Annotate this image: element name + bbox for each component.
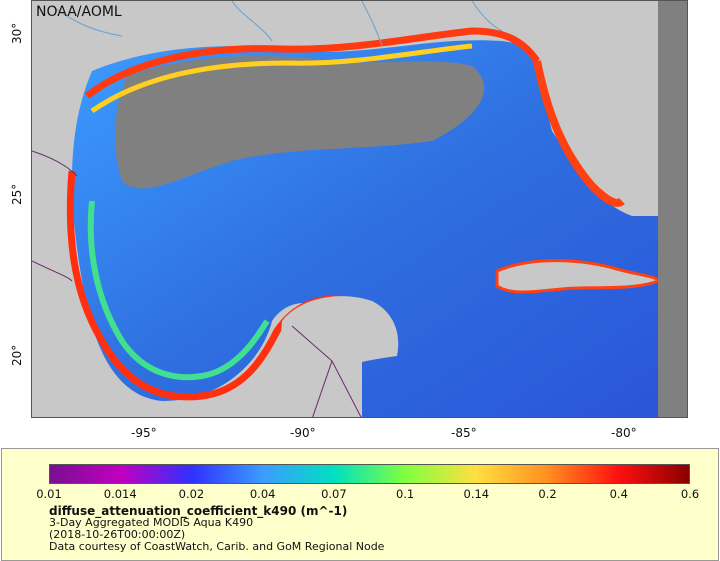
map-svg [32, 1, 687, 417]
colorbar-label: 0.1 [395, 487, 415, 501]
legend-title: diffuse_attenuation_coefficient_k490 (m^… [49, 504, 348, 518]
lat-tick-20: 20° [10, 344, 24, 366]
credit-label: NOAA/AOML [36, 4, 122, 20]
lon-tick-95: -95° [131, 426, 157, 440]
colorbar-label: 0.6 [680, 487, 700, 501]
yucatan-land [281, 296, 399, 389]
colorbar-label: 0.02 [178, 487, 205, 501]
colorbar-label: 0.2 [538, 487, 557, 501]
border-lines [32, 150, 362, 417]
legend-text: diffuse_attenuation_coefficient_k490 (m^… [49, 505, 384, 553]
legend-panel: 0.01 0.014 0.02 0.04 0.07 0.1 0.14 0.2 0.4 0.6 di… [1, 448, 719, 561]
florida-land [542, 41, 658, 205]
lat-tick-30: 30° [10, 22, 24, 44]
map-frame [31, 0, 688, 418]
lon-tick-85: -85° [451, 426, 477, 440]
nodata-region [115, 56, 485, 189]
coastal-band-north-inner [90, 43, 473, 114]
lon-tick-90: -90° [290, 426, 316, 440]
colorbar-label: 0.014 [103, 487, 137, 501]
colorbar-label: 0.14 [463, 487, 490, 501]
coastal-band-mexico-inner [87, 200, 270, 381]
lon-tick-80: -80° [611, 426, 637, 440]
map-area: NOAA/AOML 30° 25° 20° -95° -90° -85° -80… [10, 0, 688, 440]
coastal-band-north [84, 27, 540, 99]
colorbar-label: 0.07 [321, 487, 347, 501]
coastal-band-florida [533, 60, 625, 207]
colorbar-label: 0.04 [249, 487, 276, 501]
legend-line-1: 3-Day Aggregated MODIS Aqua K490 [49, 516, 254, 529]
colorbar-label: 0.4 [609, 487, 628, 501]
colorbar [49, 464, 690, 484]
legend-line-3: Data courtesy of CoastWatch, Carib. and … [49, 540, 385, 553]
lat-tick-25: 25° [10, 183, 24, 205]
colorbar-label: 0.01 [36, 487, 62, 501]
legend-line-2: (2018-10-26T00:00:00Z) [49, 528, 186, 541]
nodata-strip-east [658, 1, 687, 417]
river-lines [51, 1, 503, 47]
